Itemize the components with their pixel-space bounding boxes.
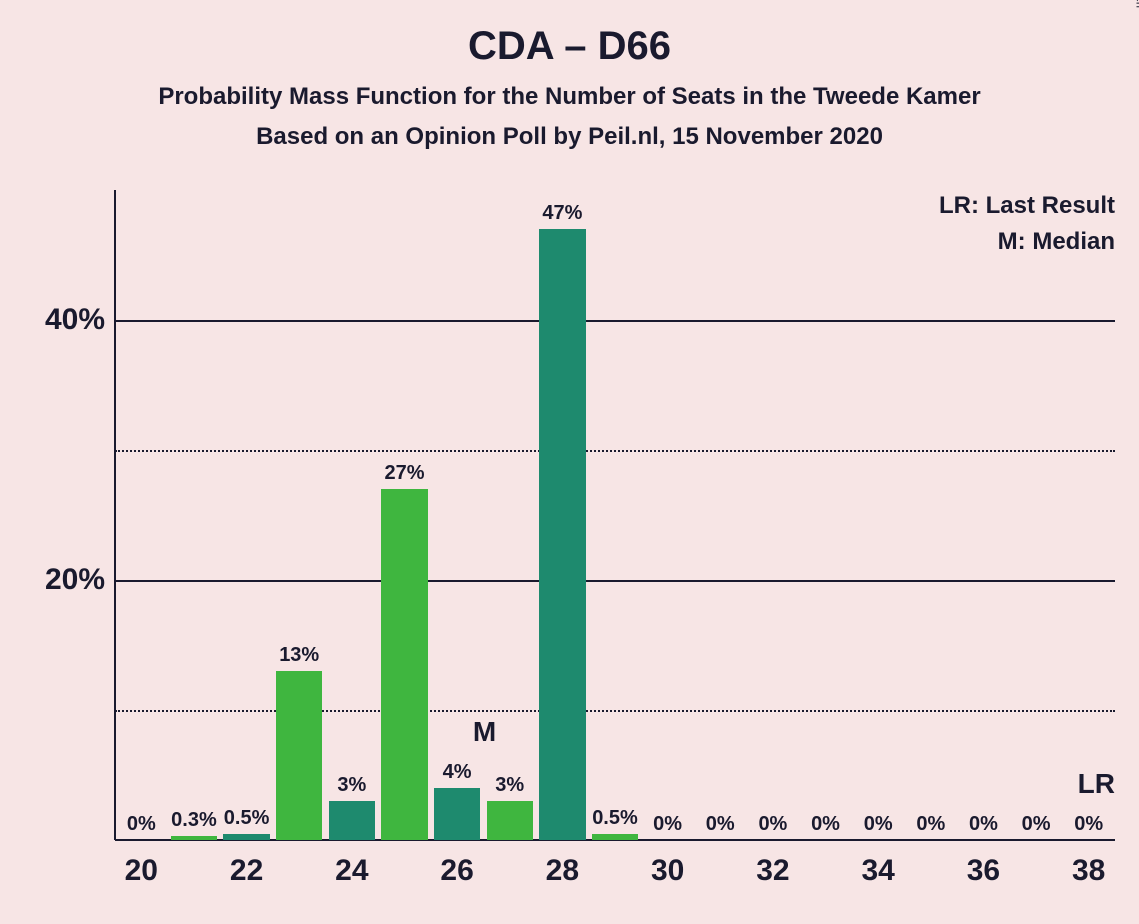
x-axis-label: 30 bbox=[651, 840, 684, 888]
bar-value-label: 0.5% bbox=[224, 807, 270, 834]
bar-value-label: 4% bbox=[443, 761, 472, 788]
x-axis-label: 26 bbox=[440, 840, 473, 888]
chart-plot-area: LR: Last Result M: Median 20%40%20222426… bbox=[115, 190, 1115, 840]
bar-value-label: 0% bbox=[864, 813, 893, 840]
x-axis-label: 28 bbox=[546, 840, 579, 888]
y-axis bbox=[114, 190, 116, 840]
bar-value-label: 0% bbox=[653, 813, 682, 840]
bar-value-label: 0.5% bbox=[592, 807, 638, 834]
bar: 0.5% bbox=[223, 834, 269, 841]
bar: 27% bbox=[381, 489, 427, 840]
bar-value-label: 0% bbox=[1074, 813, 1103, 840]
bar-value-label: 0% bbox=[127, 813, 156, 840]
bar-value-label: 3% bbox=[495, 774, 524, 801]
chart-title: CDA – D66 bbox=[0, 0, 1139, 69]
bar-value-label: 0% bbox=[758, 813, 787, 840]
x-axis-label: 34 bbox=[861, 840, 894, 888]
bar-value-label: 0% bbox=[916, 813, 945, 840]
gridline-major bbox=[115, 580, 1115, 582]
bar-value-label: 0% bbox=[969, 813, 998, 840]
gridline-minor bbox=[115, 450, 1115, 452]
bar: 47% bbox=[539, 229, 585, 840]
bar-value-label: 0% bbox=[706, 813, 735, 840]
x-axis-label: 38 bbox=[1072, 840, 1105, 888]
x-axis-label: 24 bbox=[335, 840, 368, 888]
y-axis-label: 20% bbox=[45, 563, 115, 597]
bar-value-label: 0% bbox=[1022, 813, 1051, 840]
marker-median: M bbox=[473, 716, 496, 748]
x-axis-label: 22 bbox=[230, 840, 263, 888]
bar: 4% bbox=[434, 788, 480, 840]
legend-last-result: LR: Last Result bbox=[939, 192, 1115, 220]
bar: 3% bbox=[329, 801, 375, 840]
bar-value-label: 13% bbox=[279, 644, 319, 671]
bar-value-label: 0.3% bbox=[171, 809, 217, 836]
bar: 13% bbox=[276, 671, 322, 840]
x-axis-label: 32 bbox=[756, 840, 789, 888]
bar-value-label: 3% bbox=[337, 774, 366, 801]
marker-last-result: LR bbox=[1078, 768, 1115, 800]
y-axis-label: 40% bbox=[45, 303, 115, 337]
copyright-text: © 2021 Filip van Laenen bbox=[1133, 0, 1139, 8]
bar-value-label: 0% bbox=[811, 813, 840, 840]
legend-median: M: Median bbox=[998, 228, 1115, 256]
gridline-major bbox=[115, 320, 1115, 322]
chart-subtitle-1: Probability Mass Function for the Number… bbox=[0, 69, 1139, 111]
bar: 3% bbox=[487, 801, 533, 840]
x-axis-label: 36 bbox=[967, 840, 1000, 888]
chart-subtitle-2: Based on an Opinion Poll by Peil.nl, 15 … bbox=[0, 111, 1139, 151]
bar-value-label: 27% bbox=[384, 462, 424, 489]
bar: 0.5% bbox=[592, 834, 638, 841]
gridline-minor bbox=[115, 710, 1115, 712]
bar: 0.3% bbox=[171, 836, 217, 840]
bar-value-label: 47% bbox=[542, 202, 582, 229]
x-axis-label: 20 bbox=[125, 840, 158, 888]
